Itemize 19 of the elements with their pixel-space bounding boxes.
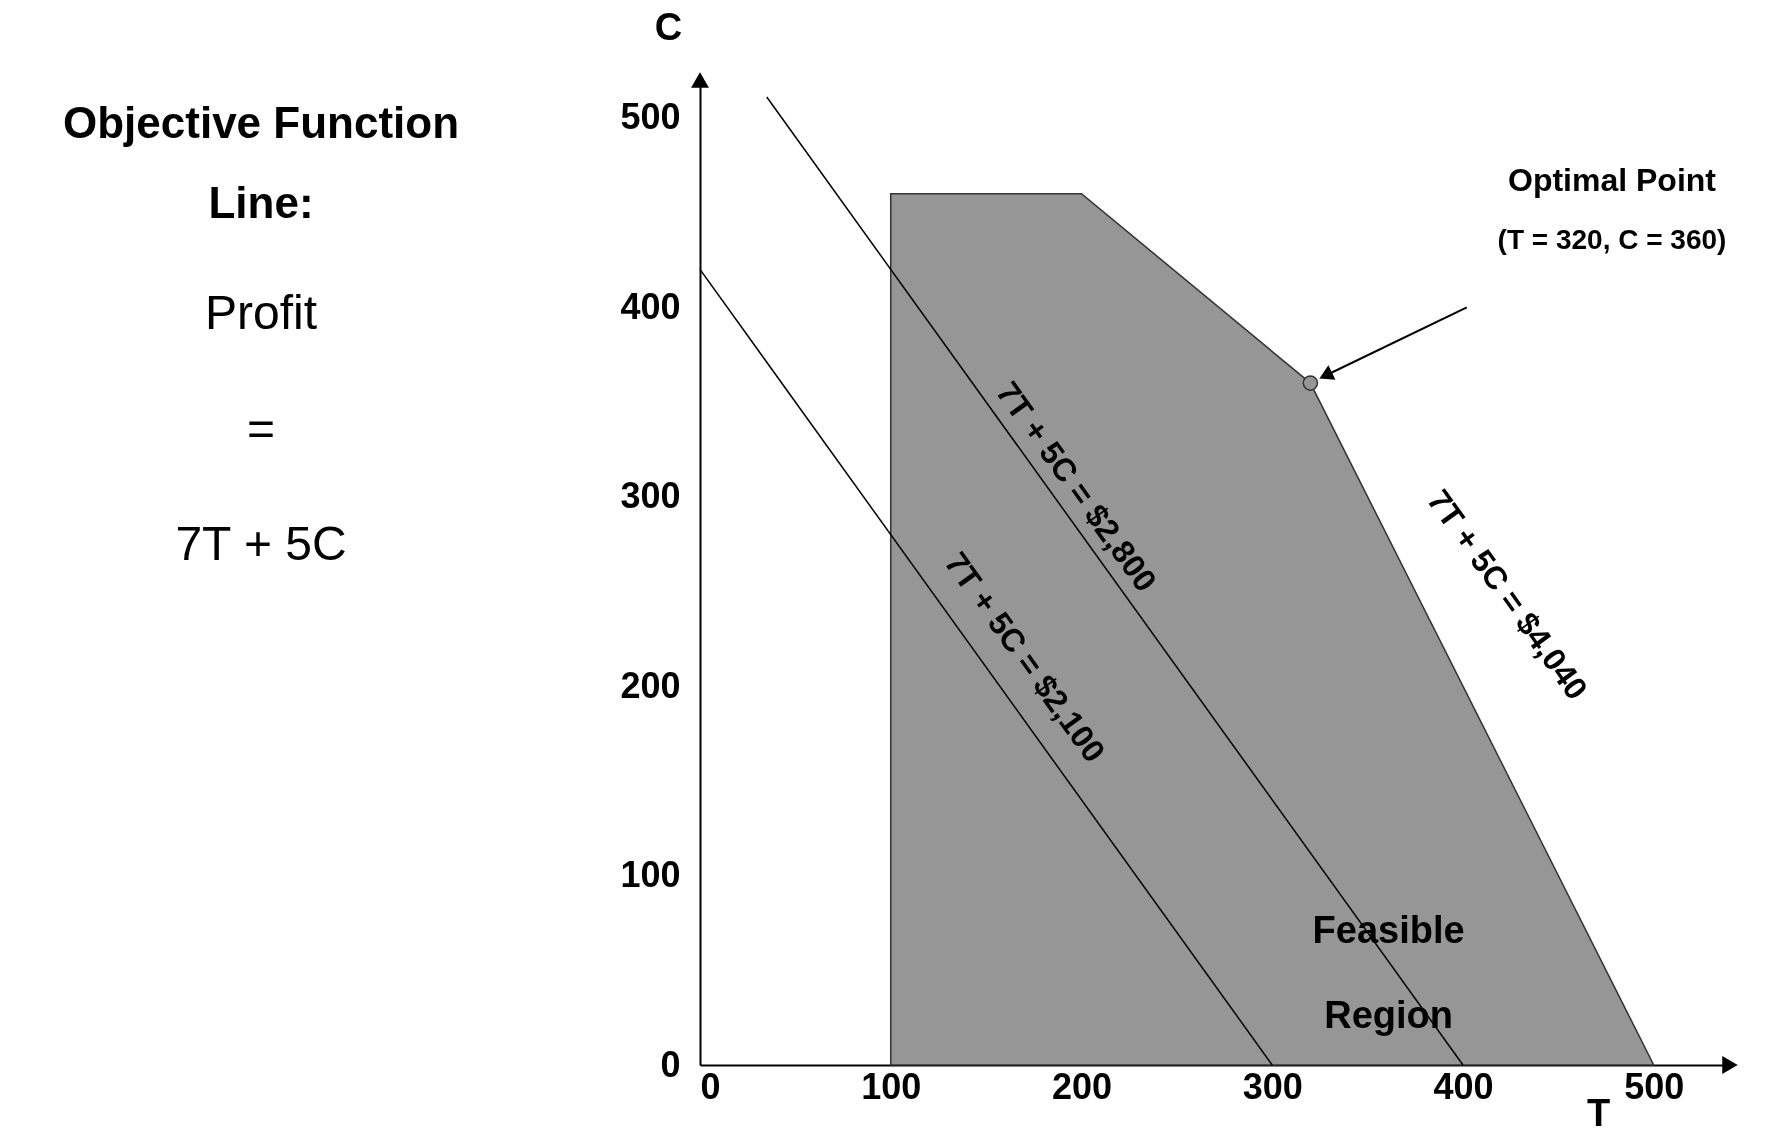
text: = xyxy=(246,402,276,455)
x-tick-label: 200 xyxy=(1051,1065,1113,1107)
y-tick-label: 100 xyxy=(620,854,681,896)
y-tick-label: 300 xyxy=(620,475,681,517)
y-tick-label: 200 xyxy=(620,664,681,706)
y-axis-title: C xyxy=(654,5,683,48)
y-tick-label: 500 xyxy=(620,96,681,138)
text: Objective Function Line: xyxy=(62,98,460,227)
y-tick-label: 400 xyxy=(620,285,681,327)
x-axis-title: T xyxy=(1586,1091,1611,1134)
x-tick-label: 400 xyxy=(1433,1065,1494,1107)
annotation: (T = 320, C = 360) xyxy=(1497,224,1727,255)
text: 7T + 5C xyxy=(175,517,347,570)
x-tick-label: 300 xyxy=(1242,1065,1303,1107)
text: Profit xyxy=(204,286,318,339)
annotation: Optimal Point xyxy=(1508,162,1717,198)
x-tick-label: 100 xyxy=(861,1065,922,1107)
x-tick-label: 0 xyxy=(700,1065,721,1107)
x-tick-label: 500 xyxy=(1624,1065,1685,1107)
